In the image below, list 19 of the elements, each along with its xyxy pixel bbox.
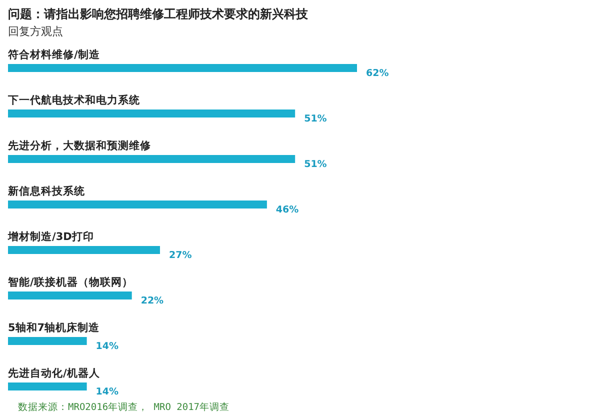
category-label: 5轴和7轴机床制造 xyxy=(8,322,100,334)
data-label: 51% xyxy=(304,159,327,170)
category-label: 新信息科技系统 xyxy=(8,186,85,198)
data-label: 46% xyxy=(276,204,299,216)
data-label: 14% xyxy=(96,341,119,352)
category-label: 智能/联接机器（物联网） xyxy=(8,276,133,288)
category-label: 先进自动化/机器人 xyxy=(8,368,100,380)
data-label: 22% xyxy=(140,296,164,306)
data-label: 51% xyxy=(304,114,327,124)
category-label: 符合材料维修/制造 xyxy=(8,49,100,61)
data-label: 27% xyxy=(168,250,192,261)
title: 问题：请指出影响您招聘维修工程师技术要求的新兴科技 xyxy=(8,7,308,21)
category-label: 下一代航电技术和电力系统 xyxy=(8,94,140,106)
subtitle: 回复方观点 xyxy=(8,25,63,38)
annotation: 数据来源：MRO2016年调查， MRO 2017年调查 xyxy=(18,402,230,413)
data-label: 14% xyxy=(96,386,119,398)
category-label: 增材制造/3D打印 xyxy=(8,231,94,243)
category-label: 先进分析，大数据和预测维修 xyxy=(8,140,151,152)
data-label: 62% xyxy=(366,68,389,79)
